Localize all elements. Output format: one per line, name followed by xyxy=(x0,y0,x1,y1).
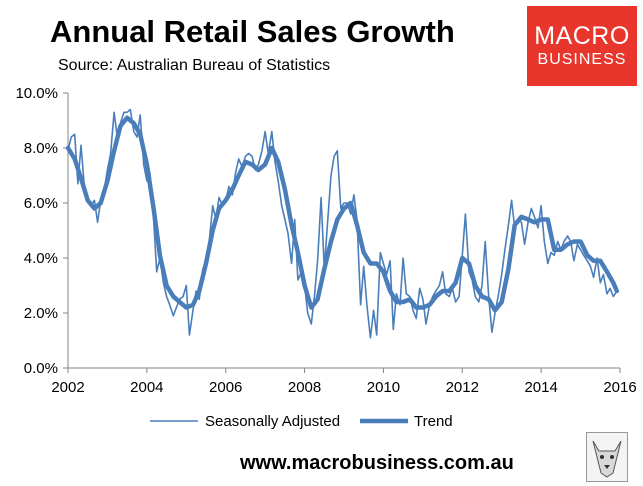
y-tick-label: 4.0% xyxy=(24,250,58,267)
wolf-mascot-icon xyxy=(586,432,628,482)
x-tick-label: 2014 xyxy=(524,379,557,396)
website-url: www.macrobusiness.com.au xyxy=(240,452,514,474)
y-tick-label: 2.0% xyxy=(24,305,58,322)
legend-seasonally-adjusted-label: Seasonally Adjusted xyxy=(205,413,340,430)
y-tick-label: 0.0% xyxy=(24,360,58,377)
y-tick-label: 6.0% xyxy=(24,195,58,212)
series-trend-line xyxy=(65,115,620,313)
x-tick-label: 2008 xyxy=(288,379,321,396)
x-tick-label: 2004 xyxy=(130,379,163,396)
x-tick-label: 2006 xyxy=(209,379,242,396)
legend-trend-label: Trend xyxy=(414,413,453,430)
x-tick-label: 2012 xyxy=(446,379,479,396)
chart-title: Annual Retail Sales Growth xyxy=(50,14,455,49)
x-tick-label: 2010 xyxy=(367,379,400,396)
x-tick-label: 2002 xyxy=(51,379,84,396)
y-tick-label: 10.0% xyxy=(15,85,58,102)
macrobusiness-logo: MACRO BUSINESS xyxy=(527,6,637,86)
logo-line-2: BUSINESS xyxy=(537,51,627,68)
chart-subtitle: Source: Australian Bureau of Statistics xyxy=(58,57,331,74)
x-tick-label: 2016 xyxy=(603,379,636,396)
logo-line-1: MACRO xyxy=(534,22,630,50)
y-tick-label: 8.0% xyxy=(24,140,58,157)
